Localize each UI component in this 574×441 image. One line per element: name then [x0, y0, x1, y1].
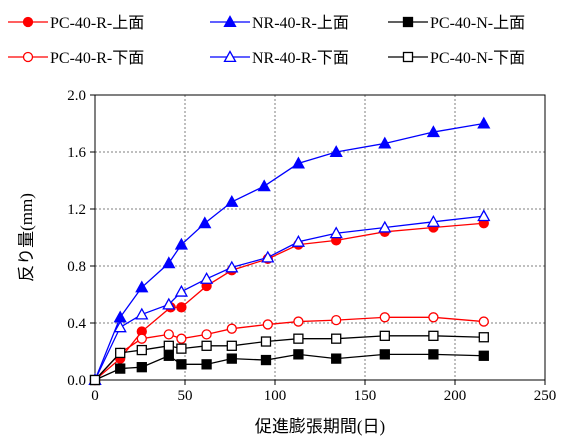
x-tick-label: 250 [534, 388, 557, 404]
data-point [177, 303, 186, 312]
data-point [116, 364, 125, 373]
data-point [294, 317, 303, 326]
legend-label: PC-40-R-下面 [50, 50, 144, 67]
data-point [137, 334, 146, 343]
data-point [479, 333, 488, 342]
data-point [227, 341, 236, 350]
legend-item: NR-40-R-上面 [210, 14, 349, 32]
legend-label: NR-40-R-下面 [252, 50, 349, 67]
data-point [137, 346, 146, 355]
data-point [478, 211, 489, 221]
data-point [259, 181, 270, 191]
y-tick-label: 1.6 [67, 145, 86, 161]
x-tick-label: 0 [91, 388, 99, 404]
legend-item: NR-40-R-下面 [210, 50, 349, 67]
data-point [380, 313, 389, 322]
data-point [227, 324, 236, 333]
data-point [164, 341, 173, 350]
legend-label: PC-40-N-上面 [430, 14, 525, 32]
legend: PC-40-R-上面 NR-40-R-上面 PC-40-N-上面 PC-40-R-下面… [8, 14, 525, 67]
x-tick-label: 150 [354, 388, 377, 404]
data-point [263, 320, 272, 329]
data-point [429, 313, 438, 322]
plot-frame [90, 95, 545, 385]
data-point [332, 316, 341, 325]
data-point [115, 312, 126, 322]
data-point [380, 350, 389, 359]
series-line [95, 354, 484, 380]
data-point [226, 196, 237, 206]
data-point [478, 118, 489, 128]
data-point [262, 337, 271, 346]
y-tick-label: 1.2 [67, 202, 86, 218]
data-point [262, 356, 271, 365]
data-point [164, 351, 173, 360]
x-axis-label: 促進膨張期間(日) [255, 417, 385, 436]
data-point [202, 341, 211, 350]
data-point [177, 334, 186, 343]
data-point [294, 350, 303, 359]
data-point [227, 354, 236, 363]
series-1 [91, 219, 489, 385]
legend-item: PC-40-N-下面 [388, 50, 525, 67]
data-point [199, 218, 210, 228]
data-point [479, 351, 488, 360]
y-tick-label: 2.0 [67, 88, 86, 104]
y-tick-label: 0.0 [67, 373, 86, 389]
data-point [380, 331, 389, 340]
data-point [332, 334, 341, 343]
data-point [429, 331, 438, 340]
legend-marker [404, 53, 413, 62]
x-tick-label: 50 [178, 388, 193, 404]
data-point [294, 334, 303, 343]
data-point [479, 317, 488, 326]
data-point [137, 363, 146, 372]
series-2 [90, 118, 490, 384]
series-3 [91, 350, 489, 385]
data-point [136, 309, 147, 319]
legend-marker [404, 18, 413, 27]
legend-marker [24, 18, 33, 27]
series-line [95, 124, 484, 381]
data-point [91, 376, 100, 385]
series-line [95, 336, 484, 380]
y-tick-label: 0.8 [67, 259, 86, 275]
legend-item: PC-40-R-下面 [8, 50, 144, 67]
data-point [163, 258, 174, 268]
x-tick-label: 200 [444, 388, 467, 404]
data-point [201, 273, 212, 283]
series-layer [90, 118, 490, 385]
data-point [177, 344, 186, 353]
legend-item: PC-40-N-上面 [388, 14, 525, 32]
data-point [164, 330, 173, 339]
data-point [116, 348, 125, 357]
data-point [332, 354, 341, 363]
legend-marker [24, 53, 33, 62]
data-point [202, 330, 211, 339]
data-point [429, 350, 438, 359]
y-axis-label: 反り量(mm) [17, 193, 36, 282]
y-tick-label: 0.4 [67, 316, 86, 332]
legend-item: PC-40-R-上面 [8, 14, 144, 32]
legend-label: NR-40-R-上面 [252, 14, 349, 32]
legend-label: PC-40-N-下面 [430, 50, 525, 67]
data-point [177, 360, 186, 369]
data-point [202, 360, 211, 369]
legend-label: PC-40-R-上面 [50, 14, 144, 32]
x-tick-label: 100 [264, 388, 287, 404]
